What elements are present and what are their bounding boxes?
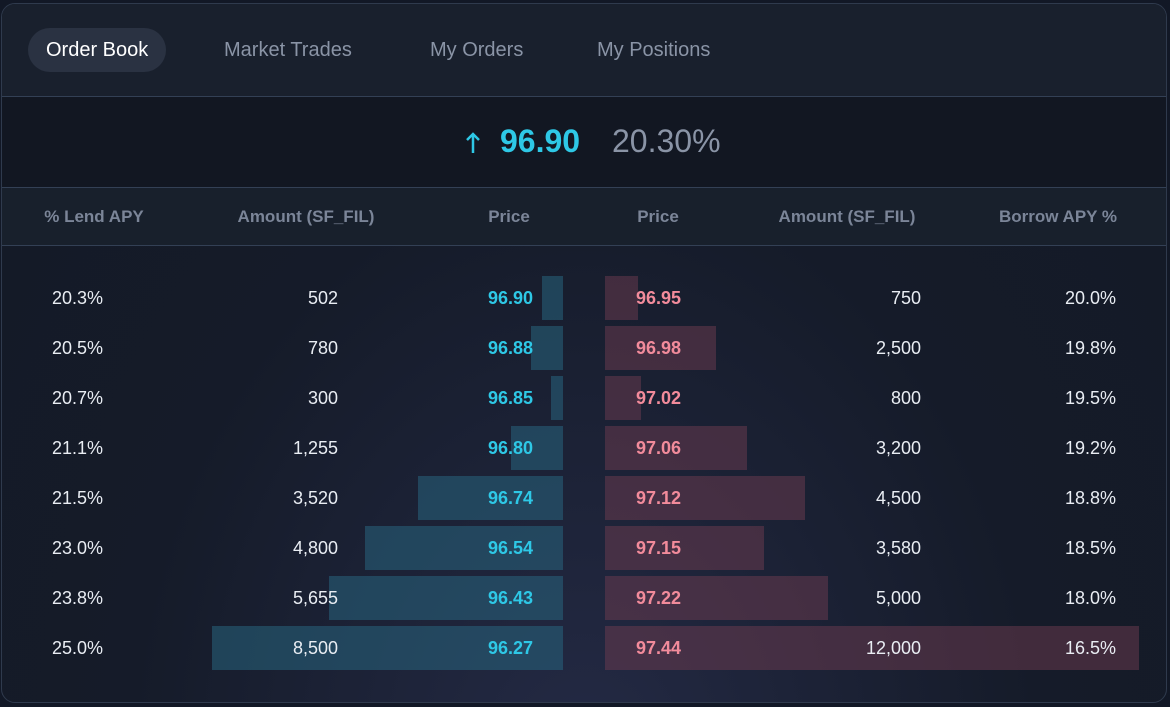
bid-price: 96.74: [487, 488, 533, 508]
column-header: % Lend APY Amount (SF_FIL) Price Price Amoun…: [2, 188, 1166, 246]
bid-amount: 3,520: [292, 488, 338, 508]
ask-depth-bar: [605, 476, 806, 520]
lend-apy: 25.0%: [52, 638, 104, 658]
borrow-apy: 19.8%: [1064, 338, 1116, 358]
ask-price: 97.44: [636, 638, 682, 658]
ask-amount: 5,000: [875, 588, 921, 608]
column-title: % Lend APY: [44, 207, 144, 226]
ask-amount: 2,500: [875, 338, 921, 358]
borrow-apy: 19.2%: [1064, 438, 1116, 458]
ask-depth-bar: [605, 276, 639, 320]
column-title: Amount (SF_FIL): [778, 207, 916, 226]
column-title: Amount (SF_FIL): [237, 207, 375, 226]
bid-price: 96.85: [487, 388, 533, 408]
bid-depth-bar: [511, 426, 563, 470]
lend-apy: 23.0%: [52, 538, 104, 558]
lend-apy: 23.8%: [52, 588, 104, 608]
ticker: 96.90 20.30%: [2, 97, 1166, 188]
tab[interactable]: My Positions: [597, 39, 711, 61]
bid-amount: 5,655: [292, 588, 338, 608]
ask-amount: 750: [890, 288, 921, 308]
bid-price: 96.90: [487, 288, 533, 308]
ask-depth-bar: [605, 426, 748, 470]
borrow-apy: 16.5%: [1064, 638, 1116, 658]
ask-amount: 3,200: [875, 438, 921, 458]
ask-depth-bar: [605, 376, 641, 420]
lend-apy: 20.7%: [52, 388, 104, 408]
last-rate: 20.30%: [612, 123, 721, 159]
bid-depth-bar: [417, 476, 563, 520]
bid-price: 96.27: [487, 638, 533, 658]
bid-depth-bar: [364, 526, 563, 570]
ask-depth-bar: [605, 326, 717, 370]
ask-price: 96.95: [636, 288, 682, 308]
bid-depth-bar: [550, 376, 563, 420]
lend-apy: 21.1%: [52, 438, 104, 458]
bid-depth-bar: [212, 626, 563, 670]
bid-depth-bar: [542, 276, 563, 320]
up-arrow-icon: [466, 132, 480, 153]
lend-apy: 20.3%: [52, 288, 104, 308]
order-book-panel: Order Book Market Trades My Orders My Po…: [1, 3, 1167, 703]
ask-price: 96.98: [636, 338, 682, 358]
borrow-apy: 18.5%: [1064, 538, 1116, 558]
bid-amount: 780: [307, 338, 338, 358]
borrow-apy: 20.0%: [1064, 288, 1116, 308]
tab[interactable]: Market Trades: [224, 39, 352, 61]
ask-price: 97.22: [636, 588, 682, 608]
last-price: 96.90: [500, 123, 581, 159]
bid-amount: 8,500: [292, 638, 338, 658]
ask-amount: 12,000: [865, 638, 921, 658]
tab[interactable]: My Orders: [430, 39, 524, 61]
bid-price: 96.80: [487, 438, 533, 458]
borrow-apy: 18.8%: [1064, 488, 1116, 508]
ask-depth-bar: [605, 576, 828, 620]
bid-price: 96.43: [487, 588, 533, 608]
bid-price: 96.88: [487, 338, 533, 358]
bid-amount: 1,255: [292, 438, 338, 458]
ask-amount: 800: [890, 388, 921, 408]
ask-depth-bar: [605, 526, 765, 570]
bid-depth-bar: [329, 576, 563, 620]
lend-apy: 20.5%: [52, 338, 104, 358]
column-title: Price: [637, 207, 679, 226]
bid-amount: 4,800: [292, 538, 338, 558]
lend-apy: 21.5%: [52, 488, 104, 508]
ask-price: 97.15: [636, 538, 682, 558]
ask-amount: 4,500: [875, 488, 921, 508]
bid-price: 96.54: [487, 538, 533, 558]
bid-amount: 502: [307, 288, 338, 308]
ask-depth-bar: [605, 626, 1139, 670]
ask-price: 97.06: [636, 438, 682, 458]
ask-price: 97.12: [636, 488, 682, 508]
column-title: Borrow APY %: [998, 207, 1118, 226]
bid-amount: 300: [307, 388, 338, 408]
borrow-apy: 19.5%: [1064, 388, 1116, 408]
tab-bar: Order Book Market Trades My Orders My Po…: [2, 4, 1166, 97]
bid-depth-bar: [530, 326, 563, 370]
ask-amount: 3,580: [875, 538, 921, 558]
borrow-apy: 18.0%: [1064, 588, 1116, 608]
tab[interactable]: Order Book: [28, 28, 167, 72]
column-title: Price: [488, 207, 530, 226]
ask-price: 97.02: [636, 388, 682, 408]
